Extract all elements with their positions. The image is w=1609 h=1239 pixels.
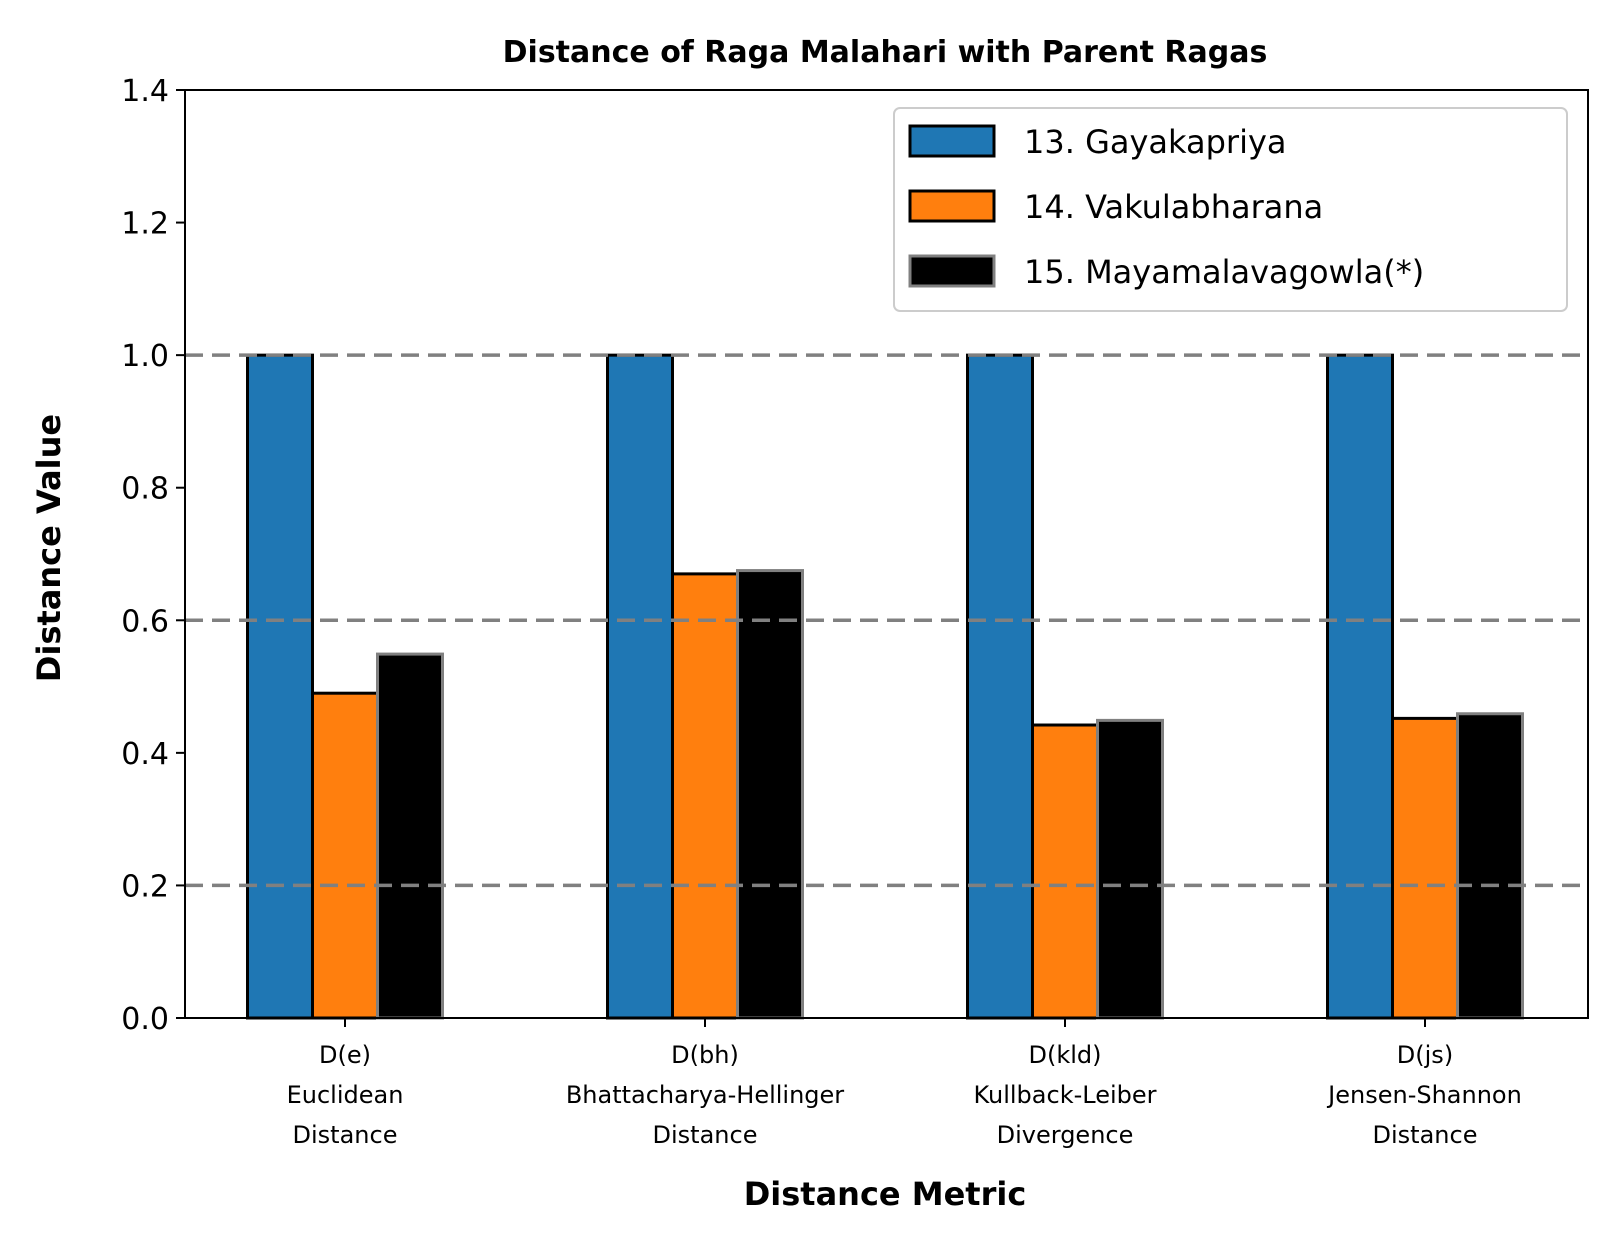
bar-1-4 [1326, 353, 1394, 1020]
x-tick-label-line: D(bh) [671, 1041, 739, 1069]
y-axis-title: Distance Value [30, 414, 68, 682]
x-axis-title: Distance Metric [744, 1175, 1027, 1213]
legend-label-2: 14. Vakulabharana [1024, 188, 1323, 226]
x-tick-label-4: D(js) Jensen-Shannon Distance [1326, 1041, 1522, 1149]
x-tick-label-line: Distance [1373, 1121, 1478, 1149]
bar-2-2 [671, 572, 739, 1020]
bar-3-4 [1456, 712, 1524, 1020]
legend-swatch-2 [908, 189, 996, 223]
y-tick-label-7: 1.2 [121, 207, 169, 242]
y-tick-label-1: 0.0 [121, 1002, 169, 1037]
x-tick-label-1: D(e) Euclidean Distance [287, 1041, 404, 1149]
legend-swatch-1 [908, 124, 996, 158]
legend-swatch-3 [908, 254, 996, 288]
x-tick-label-line: D(e) [319, 1041, 371, 1069]
x-tick-label-line: D(kld) [1028, 1041, 1101, 1069]
x-tick-label-line: Euclidean [287, 1081, 404, 1109]
bar-3-1 [376, 652, 444, 1020]
y-tick-label-5: 0.8 [121, 472, 169, 507]
x-tick-label-3: D(kld) Kullback-Leiber Divergence [973, 1041, 1156, 1149]
bar-1-3 [966, 353, 1034, 1020]
plot-frame [184, 89, 1589, 1019]
y-tick-label-8: 1.4 [121, 74, 169, 109]
x-tick-label-line: Distance [293, 1121, 398, 1149]
bar-1-2 [606, 353, 674, 1020]
y-tick-label-4: 0.6 [121, 604, 169, 639]
legend-box [893, 107, 1568, 312]
x-tick-label-line: Jensen-Shannon [1326, 1081, 1522, 1109]
legend: 13. Gayakapriya 14. Vakulabharana 15. Maya… [893, 107, 1568, 312]
x-tick-label-line: Divergence [997, 1121, 1134, 1149]
x-tick-label-line: D(js) [1397, 1041, 1453, 1069]
y-tick-label-3: 0.4 [121, 737, 169, 772]
x-tick-label-line: Distance [653, 1121, 758, 1149]
bar-1-1 [246, 353, 314, 1020]
y-tick-label-6: 1.0 [121, 339, 169, 374]
x-tick-label-line: Bhattacharya-Hellinger [566, 1081, 844, 1109]
legend-label-1: 13. Gayakapriya [1024, 123, 1287, 161]
chart-title: Distance of Raga Malahari with Parent Ra… [503, 35, 1268, 70]
y-tick-label-2: 0.2 [121, 869, 169, 904]
plot-area: 0.0 0.2 0.4 0.6 0.8 1.0 1.2 1.4 D(e) Euclidean Dis… [121, 74, 1589, 1149]
bar-3-2 [736, 569, 804, 1020]
x-tick-label-line: Kullback-Leiber [973, 1081, 1156, 1109]
bar-2-1 [311, 691, 379, 1020]
legend-label-3: 15. Mayamalavagowla(*) [1024, 253, 1424, 291]
bar-2-3 [1031, 723, 1099, 1020]
bar-3-3 [1096, 718, 1164, 1020]
x-tick-label-2: D(bh) Bhattacharya-Hellinger Distance [566, 1041, 844, 1149]
bar-2-4 [1391, 716, 1459, 1020]
